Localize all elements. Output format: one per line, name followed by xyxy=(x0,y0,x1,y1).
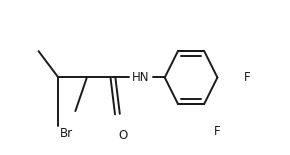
Text: Br: Br xyxy=(59,127,72,140)
Text: F: F xyxy=(244,71,250,84)
Text: O: O xyxy=(118,129,128,142)
Text: HN: HN xyxy=(132,71,149,84)
Text: F: F xyxy=(214,125,221,138)
